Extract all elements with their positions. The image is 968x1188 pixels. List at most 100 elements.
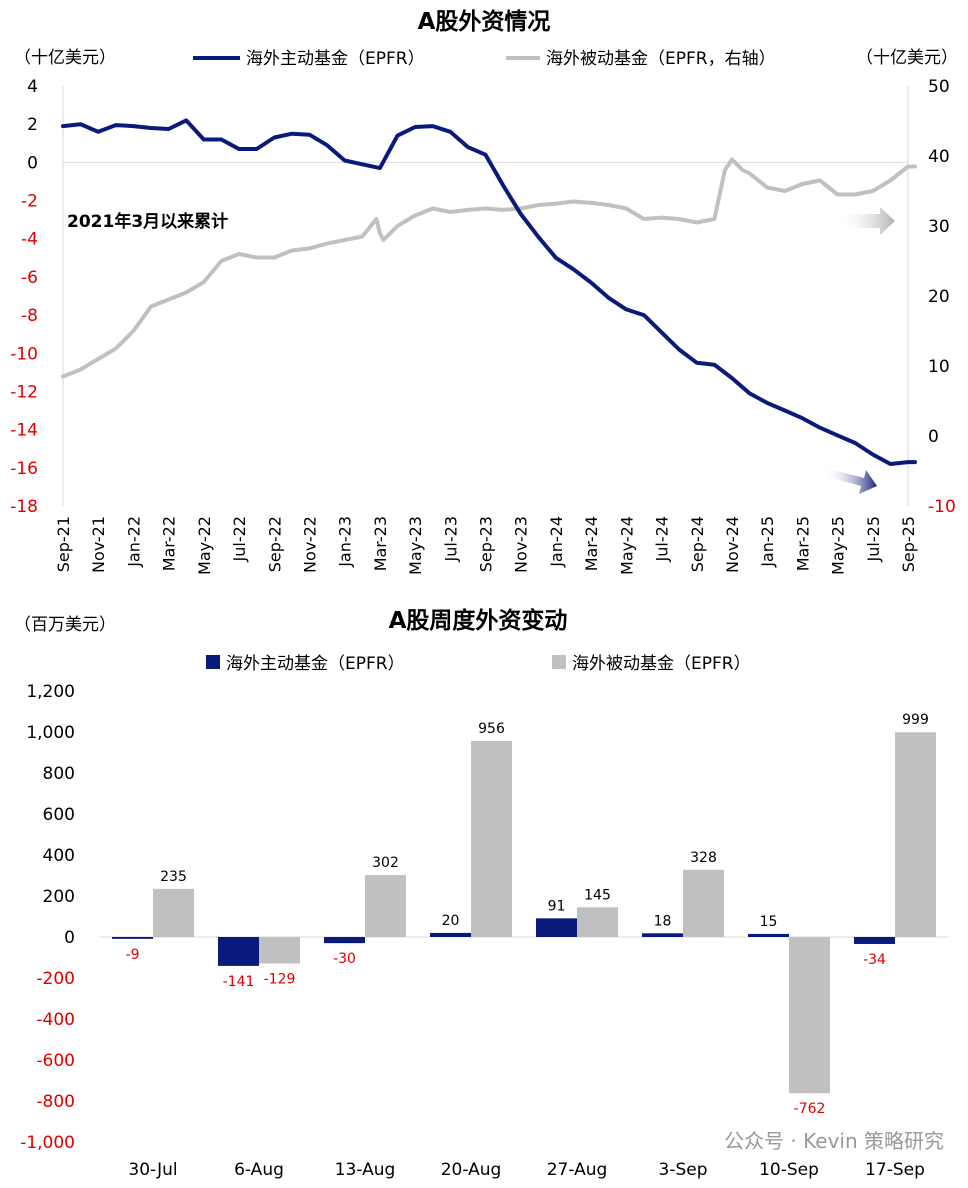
x-category-label: 3-Sep xyxy=(659,1160,708,1180)
x-category-label: 13-Aug xyxy=(335,1160,396,1180)
y-tick-label: 0 xyxy=(64,928,75,948)
bottom-chart-title: A股周度外资变动 xyxy=(389,607,568,634)
x-tick-label: Sep-23 xyxy=(477,516,496,572)
top-chart-legend: 海外主动基金（EPFR） 海外被动基金（EPFR，右轴） xyxy=(193,49,776,69)
x-category-label: 17-Sep xyxy=(865,1160,925,1180)
active-bar-value-label: -141 xyxy=(223,974,255,990)
active-bar-value-label: 15 xyxy=(760,914,778,930)
x-tick-label: Sep-25 xyxy=(899,516,918,572)
top-chart-title: A股外资情况 xyxy=(418,8,551,35)
x-tick-label: May-25 xyxy=(829,516,848,575)
active-fund-bar xyxy=(324,937,365,944)
active-fund-bar xyxy=(748,933,789,937)
bottom-chart-legend: 海外主动基金（EPFR） 海外被动基金（EPFR） xyxy=(206,654,751,674)
y-tick-label: 400 xyxy=(43,846,75,866)
passive-bar-value-label: 235 xyxy=(160,869,187,885)
right-tick-label: 30 xyxy=(928,217,950,237)
y-tick-label: -600 xyxy=(36,1051,75,1071)
x-tick-label: Jul-25 xyxy=(864,516,883,562)
passive-trend-arrow xyxy=(838,207,895,235)
right-tick-label: 50 xyxy=(928,77,950,97)
passive-fund-bar xyxy=(683,869,724,937)
passive-bar-value-label: -129 xyxy=(264,971,296,987)
active-fund-bar xyxy=(430,932,471,937)
top-chart-axes: 420-2-4-6-8-10-12-14-16-1850403020100-10… xyxy=(10,77,956,575)
y-tick-label: -1,000 xyxy=(20,1133,75,1153)
x-tick-label: Jul-22 xyxy=(230,516,249,562)
y-tick-label: -200 xyxy=(36,969,75,989)
x-category-label: 10-Sep xyxy=(759,1160,819,1180)
x-tick-label: May-23 xyxy=(406,516,425,575)
passive-bar-value-label: 145 xyxy=(584,887,611,903)
y-tick-label: 1,200 xyxy=(26,682,75,702)
x-tick-label: Jan-22 xyxy=(124,516,143,568)
x-tick-label: Mar-22 xyxy=(160,516,179,571)
active-bar-value-label: -9 xyxy=(126,947,140,963)
x-tick-label: Sep-24 xyxy=(688,516,707,572)
right-tick-label: -10 xyxy=(928,497,956,517)
passive-fund-bar xyxy=(365,875,406,937)
y-tick-label: -400 xyxy=(36,1010,75,1030)
x-tick-label: Jul-23 xyxy=(441,516,460,562)
bottom-chart-bars: -9 235 -141 -129 -30 302 20 956 91 145 18 328 15 -762… xyxy=(112,712,936,1117)
x-category-label: 20-Aug xyxy=(441,1160,502,1180)
legend-label-active-bar: 海外主动基金（EPFR） xyxy=(226,654,405,674)
active-bar-value-label: -30 xyxy=(333,951,356,967)
x-tick-label: May-24 xyxy=(617,516,636,575)
top-chart-right-unit: （十亿美元） xyxy=(856,48,958,68)
right-tick-label: 20 xyxy=(928,287,950,307)
x-tick-label: Sep-22 xyxy=(265,516,284,572)
legend-label-active-line: 海外主动基金（EPFR） xyxy=(246,49,425,69)
x-tick-label: Nov-23 xyxy=(512,516,531,573)
right-tick-label: 0 xyxy=(928,427,939,447)
passive-fund-bar xyxy=(577,907,618,937)
y-tick-label: -800 xyxy=(36,1092,75,1112)
y-tick-label: 800 xyxy=(43,764,75,784)
passive-bar-value-label: 956 xyxy=(478,721,505,737)
active-bar-value-label: 18 xyxy=(654,913,672,929)
watermark: 公众号 · Kevin 策略研究 xyxy=(724,1129,944,1153)
active-bar-value-label: 20 xyxy=(442,913,460,929)
top-chart-annotation: 2021年3月以来累计 xyxy=(67,211,228,232)
x-tick-label: Mar-25 xyxy=(793,516,812,571)
left-tick-label: 0 xyxy=(27,153,38,173)
legend-swatch-passive-bar xyxy=(552,655,566,669)
passive-fund-line xyxy=(61,157,917,379)
x-tick-label: Jan-24 xyxy=(547,516,566,568)
left-tick-label: -12 xyxy=(10,382,38,402)
active-fund-bar xyxy=(112,937,153,939)
x-tick-label: Mar-23 xyxy=(371,516,390,571)
passive-fund-bar xyxy=(471,741,512,937)
active-fund-bar xyxy=(642,933,683,937)
legend-label-passive-line: 海外被动基金（EPFR，右轴） xyxy=(546,49,776,69)
passive-bar-value-label: -762 xyxy=(794,1101,826,1117)
active-bar-value-label: -34 xyxy=(863,952,886,968)
passive-bar-value-label: 328 xyxy=(690,850,717,866)
x-tick-label: Jul-24 xyxy=(653,516,672,562)
active-fund-line xyxy=(61,118,917,466)
top-chart-left-unit: （十亿美元） xyxy=(14,48,116,68)
x-tick-label: Jan-25 xyxy=(758,516,777,568)
active-fund-bar xyxy=(536,918,577,937)
active-bar-value-label: 91 xyxy=(548,898,566,914)
x-tick-label: May-22 xyxy=(195,516,214,575)
active-fund-bar xyxy=(218,937,259,966)
legend-label-passive-bar: 海外被动基金（EPFR） xyxy=(572,654,751,674)
x-tick-label: Nov-21 xyxy=(89,516,108,573)
left-tick-label: -4 xyxy=(21,230,38,250)
left-tick-label: -14 xyxy=(10,421,38,441)
bottom-chart-axes: 1,200 1,000 800 600 400 200 0 -200 -400 -600 -800 -… xyxy=(20,682,948,1180)
left-tick-label: -16 xyxy=(10,459,38,479)
x-tick-label: Sep-21 xyxy=(54,516,73,572)
left-tick-label: 4 xyxy=(27,77,38,97)
passive-bar-value-label: 302 xyxy=(372,855,399,871)
left-tick-label: -6 xyxy=(21,268,38,288)
left-tick-label: -2 xyxy=(21,192,38,212)
active-fund-bar xyxy=(854,937,895,944)
x-tick-label: Nov-22 xyxy=(300,516,319,573)
passive-fund-bar xyxy=(895,732,936,937)
x-category-label: 30-Jul xyxy=(128,1160,177,1180)
left-tick-label: 2 xyxy=(27,115,38,135)
right-tick-label: 10 xyxy=(928,357,950,377)
